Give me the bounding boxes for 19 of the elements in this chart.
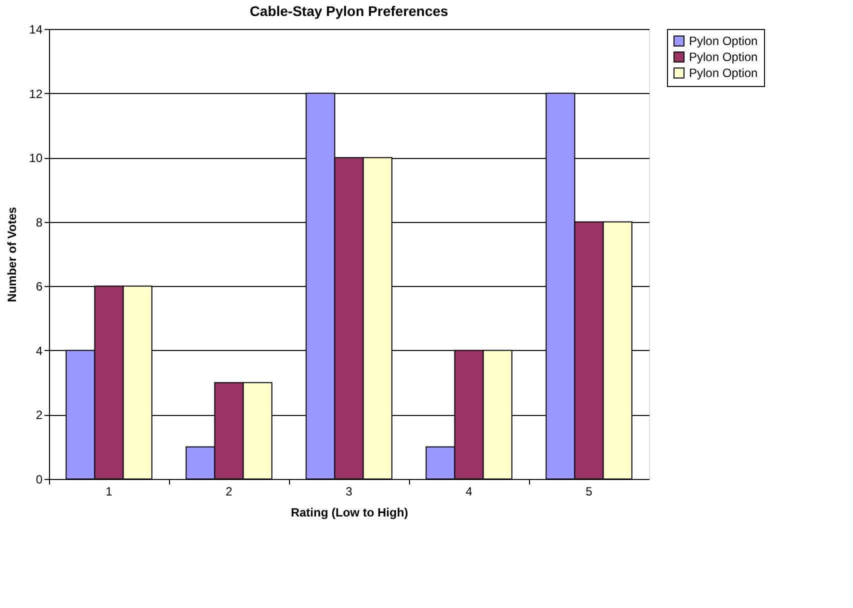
- legend-label: Pylon Option: [689, 66, 758, 80]
- y-tick-label: 10: [29, 151, 43, 166]
- y-axis-title: Number of Votes: [5, 206, 20, 302]
- y-tick-label: 4: [36, 344, 43, 358]
- x-tick-label: 4: [466, 484, 473, 498]
- y-tick-label: 6: [36, 280, 43, 294]
- legend-label: Pylon Option: [689, 50, 758, 64]
- y-tick-label: 12: [29, 86, 43, 101]
- chart-title: Cable-Stay Pylon Preferences: [250, 3, 448, 19]
- legend-label: Pylon Option: [689, 34, 758, 48]
- x-tick-label: 3: [346, 484, 353, 498]
- y-tick-label: 14: [29, 22, 43, 36]
- x-tick-label: 1: [106, 484, 113, 498]
- x-tick-label: 5: [586, 484, 593, 498]
- y-tick-label: 0: [36, 472, 43, 486]
- y-tick-label: 8: [36, 215, 43, 230]
- x-axis-title: Rating (Low to High): [290, 506, 408, 520]
- x-tick-label: 2: [226, 484, 233, 498]
- y-tick-label: 2: [36, 408, 43, 422]
